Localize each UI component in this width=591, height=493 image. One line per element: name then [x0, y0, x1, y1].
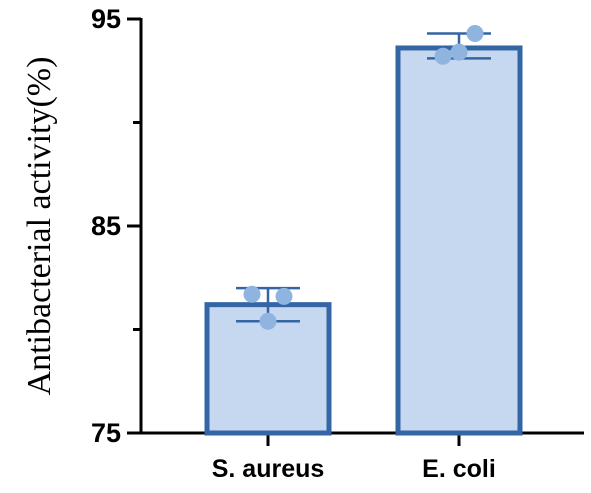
bars [204, 45, 523, 436]
axis-labels: 75 85 95 S. aureus E. coli Antibacterial acti… [21, 4, 496, 483]
data-point-1-0 [434, 47, 452, 65]
y-tick-label-75: 75 [91, 418, 121, 448]
x-tick-label-0: S. aureus [212, 455, 325, 483]
y-axis-label: Antibacterial activity(%) [21, 57, 58, 396]
data-points [243, 24, 484, 330]
bar-e-coli [395, 45, 523, 436]
data-point-0-2 [259, 312, 277, 330]
data-point-0-1 [275, 287, 293, 305]
y-tick-label-85: 85 [91, 211, 121, 241]
data-point-0-0 [243, 285, 261, 303]
data-point-1-2 [450, 43, 468, 61]
y-tick-label-95: 95 [91, 4, 121, 34]
x-tick-label-1: E. coli [422, 455, 496, 483]
data-point-1-1 [466, 24, 484, 42]
